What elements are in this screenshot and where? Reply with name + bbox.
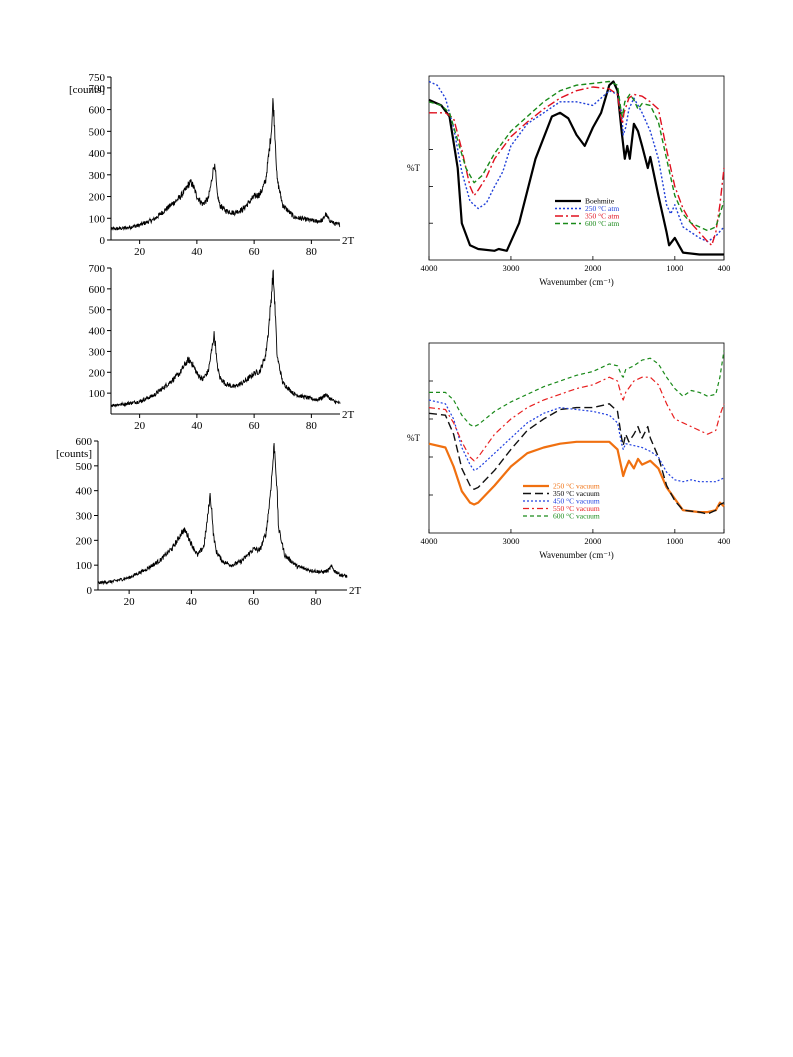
x-axis-label: 2T (342, 409, 355, 421)
x-tick-label: 40 (191, 246, 203, 258)
y-tick-label: 500 (89, 126, 106, 138)
legend-label: 350 °C vacuum (553, 489, 600, 498)
x-tick-label: 20 (134, 420, 146, 432)
xrd-trace (110, 98, 341, 232)
y-tick-label: 200 (89, 192, 106, 204)
ftir-chart-ftir1: 4000 3000 2000 1000 400 Wavenumber (cm⁻¹) %T Bo… (407, 75, 731, 287)
y-tick-label: 200 (76, 535, 93, 547)
y-tick-label: 500 (89, 305, 106, 317)
y-tick-label: 750 (89, 72, 106, 84)
legend-label: 550 °C vacuum (553, 504, 600, 513)
series-line-4 (428, 80, 725, 232)
y-tick-label: 600 (76, 436, 93, 448)
y-tick-label: 300 (89, 170, 106, 182)
y-tick-label: 300 (76, 511, 93, 523)
series-line-2 (428, 80, 725, 243)
y-tick-label: 700 (89, 263, 106, 275)
y-axis-label: %T (407, 433, 420, 443)
x-tick-label: 1000 (666, 536, 683, 546)
x-tick-label: 400 (718, 263, 731, 273)
y-tick-label: 100 (89, 213, 106, 225)
series-line-4 (428, 376, 725, 462)
y-tick-label: 400 (76, 486, 93, 498)
y-tick-label: 0 (87, 585, 93, 597)
plot-frame (428, 342, 725, 534)
y-tick-label: 400 (89, 326, 106, 338)
y-axis-label: [counts] (56, 448, 92, 460)
y-tick-label: 700 (89, 83, 106, 95)
y-axis-label: [counts] (69, 84, 105, 96)
x-tick-label: 60 (249, 246, 261, 258)
x-tick-label: 4000 (421, 263, 438, 273)
y-tick-label: 100 (89, 388, 106, 400)
plot-frame (428, 75, 725, 261)
xrd-chart-xrd2: 100 200 300 400 500 600 700 20 40 60 80 2T (89, 263, 355, 432)
legend-label: 350 °C atm (585, 212, 619, 221)
y-tick-label: 600 (89, 284, 106, 296)
x-tick-label: 1000 (666, 263, 683, 273)
xrd-chart-xrd3: 0 100 200 300 400 500 600 20 40 60 80 2T [counts] (56, 436, 362, 608)
legend-label: 600 °C atm (585, 219, 619, 228)
x-axis-label: 2T (342, 235, 355, 247)
x-axis-label: Wavenumber (cm⁻¹) (539, 277, 613, 287)
x-tick-label: 80 (310, 596, 322, 608)
x-tick-label: 4000 (421, 536, 438, 546)
series-line-3 (429, 86, 725, 246)
y-tick-label: 500 (76, 461, 93, 473)
ftir-chart-ftir2: 4000 3000 2000 1000 400 Wavenumber (cm⁻¹) %T 25… (407, 342, 731, 560)
x-tick-label: 3000 (502, 263, 519, 273)
x-tick-label: 40 (186, 596, 198, 608)
series-line-3 (428, 399, 725, 483)
y-tick-label: 400 (89, 148, 106, 160)
x-tick-label: 80 (306, 420, 318, 432)
x-tick-label: 20 (134, 246, 146, 258)
y-tick-label: 600 (89, 105, 106, 117)
y-tick-label: 100 (76, 560, 93, 572)
legend-label: 250 °C vacuum (553, 482, 600, 491)
x-tick-label: 60 (248, 596, 260, 608)
x-tick-label: 80 (306, 246, 318, 258)
x-tick-label: 2000 (584, 536, 601, 546)
x-tick-label: 2000 (584, 263, 601, 273)
x-tick-label: 400 (718, 536, 731, 546)
xrd-trace (97, 443, 348, 586)
y-tick-label: 200 (89, 367, 106, 379)
legend-label: 450 °C vacuum (553, 497, 600, 506)
xrd-trace (110, 269, 341, 408)
legend-label: 600 °C vacuum (553, 512, 600, 521)
y-tick-label: 300 (89, 346, 106, 358)
x-tick-label: 40 (191, 420, 203, 432)
series-line-1 (428, 80, 724, 256)
y-tick-label: 0 (100, 235, 106, 247)
legend-label: 250 °C atm (585, 204, 619, 213)
x-tick-label: 60 (249, 420, 261, 432)
series-line-2 (428, 403, 725, 515)
series-line-5 (429, 350, 725, 428)
y-axis-label: %T (407, 163, 420, 173)
x-axis-label: Wavenumber (cm⁻¹) (539, 550, 613, 560)
x-axis-label: 2T (349, 585, 362, 597)
legend-label: Boehmite (585, 197, 615, 206)
x-tick-label: 20 (124, 596, 136, 608)
x-tick-label: 3000 (502, 536, 519, 546)
